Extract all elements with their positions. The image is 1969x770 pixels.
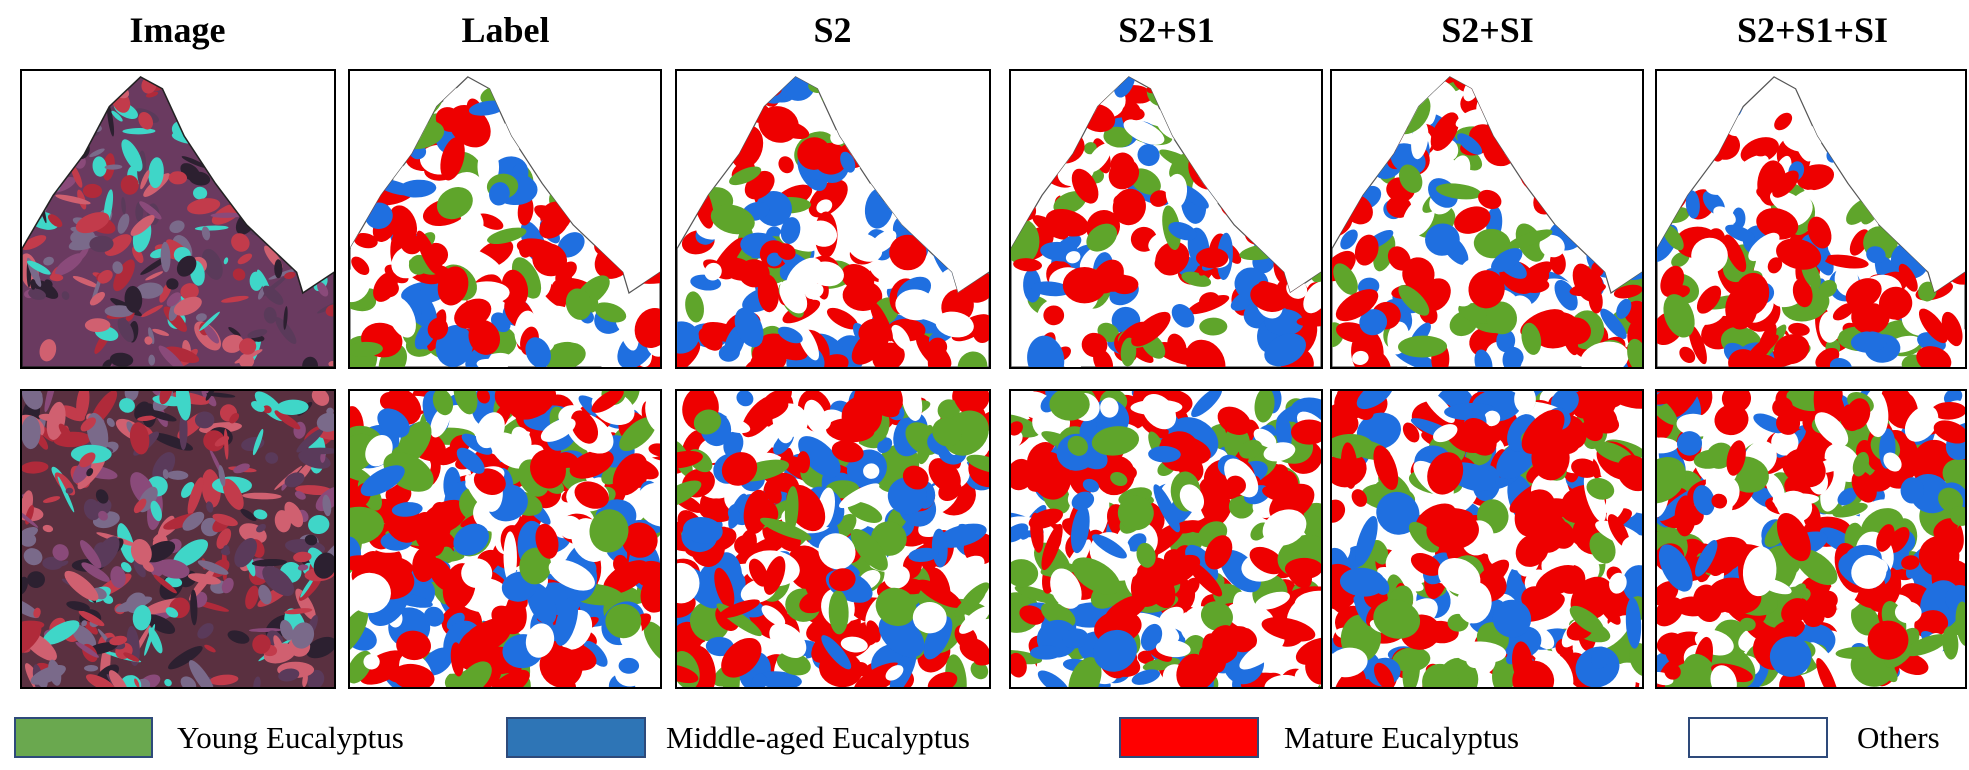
classification-map-row1-s2-s1-si [1657,76,1965,367]
column-title-label: Label [461,10,550,50]
panel-row1-s2-s1-si [1655,69,1967,369]
classification-map-row1-s2-si [1332,76,1642,367]
panel-row2-image [20,389,336,689]
panel-row2-s2-s1 [1009,389,1323,689]
legend-label-young: Young Eucalyptus [177,720,404,755]
legend-label-mature: Mature Eucalyptus [1284,720,1520,755]
column-title-s2-si: S2+SI [1441,10,1534,50]
legend-swatch-young [14,717,153,758]
legend-swatch-middle-aged [506,717,646,758]
legend-label-others: Others [1857,720,1940,755]
panel-row1-label [348,69,662,369]
column-title-image: Image [129,10,226,50]
panel-row2-label [348,389,662,689]
panel-row1-image [20,69,336,369]
column-title-s2-s1: S2+S1 [1118,10,1215,50]
classification-map-row2-s2 [677,391,989,687]
panel-row1-s2-si [1330,69,1644,369]
satellite-image-row1 [22,75,334,367]
classification-map-row1-s2-s1 [1011,76,1321,367]
column-title-s2-s1-si: S2+S1+SI [1736,10,1889,50]
classification-map-row2-s2-si [1332,391,1642,687]
panel-row2-s2 [675,389,991,689]
panel-row2-s2-si [1330,389,1644,689]
classification-map-row2-label [350,391,660,687]
classification-map-row2-s2-s1 [1011,391,1321,687]
column-title-s2: S2 [813,10,852,50]
classification-map-row1-s2 [677,76,989,367]
classification-map-row2-s2-s1-si [1657,391,1965,687]
panel-row1-s2 [675,69,991,369]
legend-swatch-others [1688,717,1828,758]
panel-row2-s2-s1-si [1655,389,1967,689]
legend-swatch-mature [1119,717,1259,758]
panel-row1-s2-s1 [1009,69,1323,369]
satellite-image-row2 [22,391,334,687]
legend-label-middle-aged: Middle-aged Eucalyptus [666,720,970,755]
classification-map-row1-label [350,76,660,367]
